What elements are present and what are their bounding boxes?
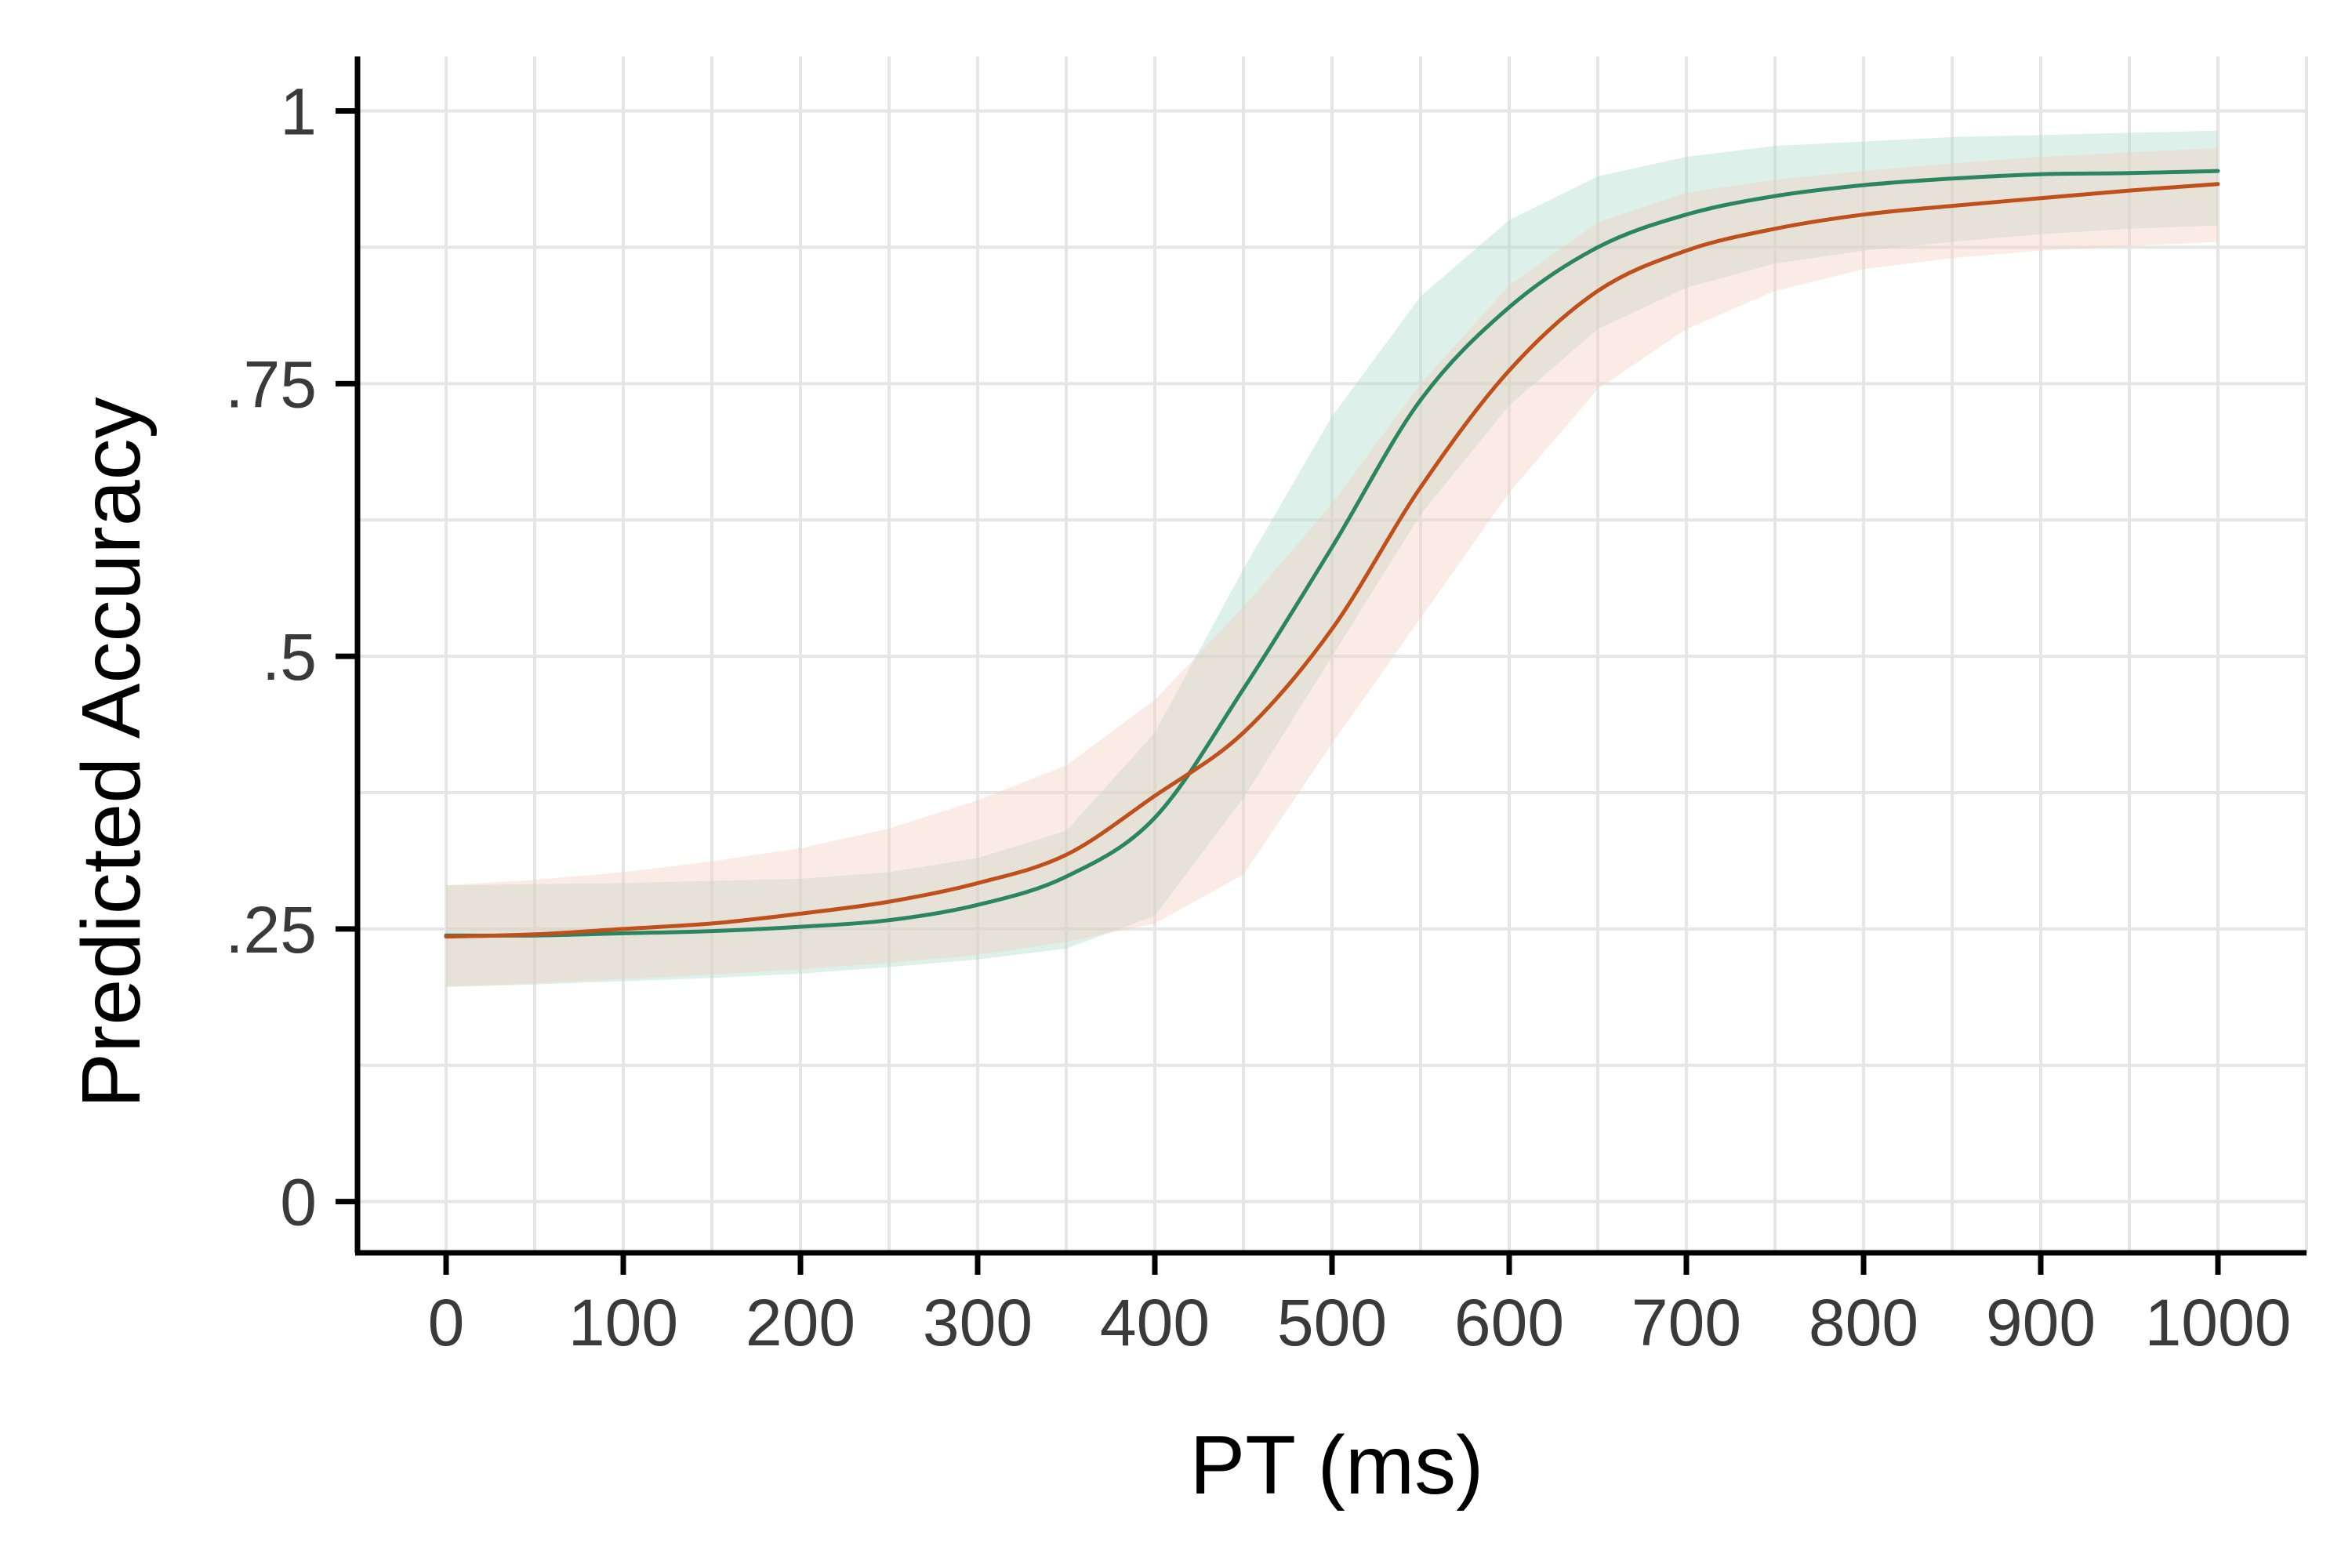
x-tick-label: 100: [568, 1286, 678, 1359]
x-tick-label: 700: [1632, 1286, 1741, 1359]
x-tick-label: 600: [1454, 1286, 1564, 1359]
series-2-band: [446, 147, 2218, 987]
x-tick-label: 400: [1100, 1286, 1210, 1359]
x-tick-label: 1000: [2145, 1286, 2292, 1359]
y-tick-label: .25: [225, 893, 317, 967]
grid: [358, 56, 2308, 1253]
x-tick-label: 900: [1986, 1286, 2096, 1359]
x-tick-label: 800: [1809, 1286, 1918, 1359]
confidence-bands: [446, 130, 2218, 987]
x-tick-label: 200: [746, 1286, 855, 1359]
x-tick-label: 300: [923, 1286, 1033, 1359]
y-tick-label: 0: [280, 1166, 317, 1240]
x-axis-title: PT (ms): [1190, 1419, 1484, 1512]
y-tick-label: 1: [280, 75, 317, 149]
series-2-line: [444, 182, 2220, 939]
y-tick-label: .75: [225, 347, 317, 421]
series-lines: [444, 169, 2220, 939]
ticks: [336, 108, 2221, 1275]
tick-labels: 0 100 200 300 400 500 600 700 800 900 1000 0 .25 .5 .7…: [225, 75, 2291, 1359]
x-tick-label: 0: [428, 1286, 465, 1359]
series-1-band: [446, 130, 2218, 987]
series-1-line: [444, 169, 2220, 938]
y-tick-label: .5: [262, 620, 317, 694]
y-axis-title: Predicted Accuracy: [65, 397, 158, 1108]
x-tick-label: 500: [1277, 1286, 1387, 1359]
